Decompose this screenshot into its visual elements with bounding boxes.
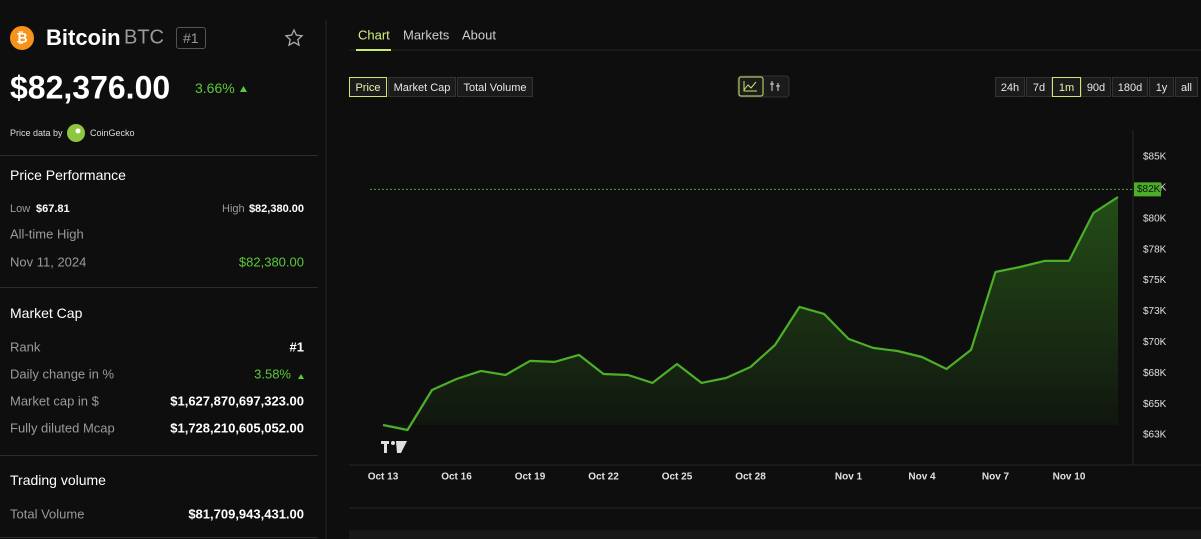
chart-type-toggle[interactable]: [737, 75, 790, 98]
low-value: $67.81: [36, 203, 70, 215]
source-name[interactable]: CoinGecko: [90, 128, 135, 138]
coin-symbol: BTC: [124, 26, 164, 49]
tab-indicator: [356, 49, 391, 51]
row-label: Total Volume: [10, 506, 85, 522]
rule: [0, 455, 318, 456]
row-value: $1,627,870,697,323.00: [170, 393, 304, 409]
y-tick-label: $68K: [1143, 368, 1167, 379]
y-tick-label: $75K: [1143, 275, 1167, 286]
row-label: Rank: [10, 339, 41, 355]
y-tick-label: $78K: [1143, 244, 1167, 255]
coingecko-logo: [67, 124, 85, 142]
bitcoin-logo: ₿: [10, 26, 34, 50]
metric-button[interactable]: Price: [349, 77, 387, 97]
price-marker-label: $82K: [1137, 184, 1161, 195]
row-label: Market cap in $: [10, 393, 99, 409]
range-button[interactable]: all: [1175, 77, 1198, 97]
x-tick-label: Oct 19: [515, 472, 546, 483]
range-button[interactable]: 90d: [1081, 77, 1111, 97]
range-button[interactable]: 1y: [1149, 77, 1174, 97]
price-line: [382, 196, 1119, 432]
star-button[interactable]: [284, 28, 304, 48]
section-title: Trading volume: [10, 472, 106, 488]
y-tick-label: $65K: [1143, 399, 1167, 410]
x-tick-label: Oct 13: [368, 472, 399, 483]
rule: [0, 537, 318, 538]
x-tick-label: Nov 7: [982, 472, 1010, 483]
price: $82,376.00: [10, 69, 171, 106]
row-value: $1,728,210,605,052.00: [170, 420, 304, 436]
section-title: Market Cap: [10, 305, 83, 321]
up-arrow: [298, 374, 304, 379]
area: [383, 197, 1118, 430]
source-prefix: Price data by: [10, 128, 63, 138]
svg-text:₿: ₿: [16, 30, 27, 46]
up-arrow: [240, 86, 247, 92]
y-tick-label: $73K: [1143, 306, 1167, 317]
x-tick-label: Nov 4: [908, 472, 936, 483]
x-tick-label: Nov 10: [1053, 472, 1086, 483]
panel: [349, 530, 1201, 539]
rank-badge: #1: [176, 27, 206, 49]
range-button[interactable]: 24h: [995, 77, 1025, 97]
high-value: $82,380.00: [248, 203, 304, 215]
row-label: Fully diluted Mcap: [10, 420, 115, 436]
metric-button[interactable]: Market Cap: [388, 77, 456, 97]
y-tick-label: $63K: [1143, 430, 1167, 441]
tab[interactable]: Chart: [358, 27, 390, 43]
coin-name: Bitcoin: [46, 25, 121, 50]
rule: [0, 155, 318, 156]
low-label: Low: [10, 203, 31, 215]
range-button[interactable]: 1m: [1052, 77, 1081, 97]
row-value: $81,709,943,431.00: [188, 506, 304, 522]
price-change: 3.66%: [195, 80, 235, 96]
tradingview-logo: [381, 441, 407, 453]
x-tick-label: Oct 28: [735, 472, 766, 483]
x-tick-label: Oct 22: [588, 472, 619, 483]
tab[interactable]: About: [462, 27, 496, 43]
y-tick-label: $85K: [1143, 152, 1167, 163]
row-value: #1: [289, 339, 304, 355]
row-value: 3.58%: [254, 366, 291, 382]
y-tick-label: $80K: [1143, 213, 1167, 224]
ath-label: All-time High: [10, 226, 84, 242]
section-title: Price Performance: [10, 167, 126, 183]
rule: [0, 287, 318, 288]
ath-date: Nov 11, 2024: [10, 254, 87, 270]
high-label: High: [222, 203, 245, 215]
x-tick-label: Oct 16: [441, 472, 472, 483]
price-marker-box: [1134, 182, 1161, 197]
x-tick-label: Nov 1: [835, 472, 863, 483]
range-button[interactable]: 7d: [1026, 77, 1052, 97]
ath-value: $82,380.00: [238, 254, 304, 270]
y-tick-label: $70K: [1143, 337, 1167, 348]
x-tick-label: Oct 25: [662, 472, 693, 483]
tab[interactable]: Markets: [403, 27, 450, 43]
row-label: Daily change in %: [10, 366, 115, 382]
range-button[interactable]: 180d: [1112, 77, 1148, 97]
metric-button[interactable]: Total Volume: [457, 77, 533, 97]
